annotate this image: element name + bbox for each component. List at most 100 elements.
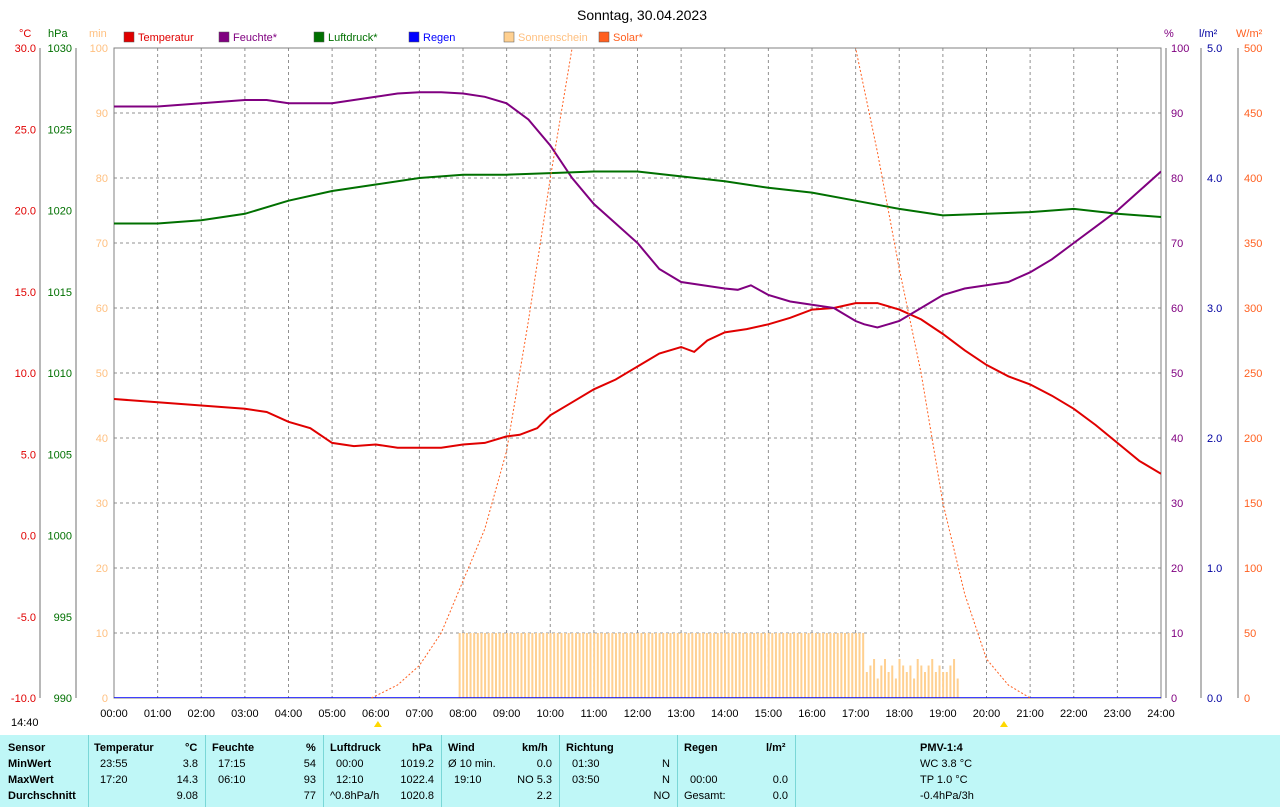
sunshine-bar: [469, 633, 472, 698]
sun-tick-4: 60: [96, 303, 108, 315]
sunshine-bar: [760, 633, 763, 698]
min-dir-val: N: [662, 758, 670, 770]
min-temp-val: 3.8: [182, 758, 198, 770]
current-time-label: 14:40: [11, 717, 39, 729]
min-dir-time: 01:30: [572, 758, 600, 770]
x-tick-3: 03:00: [231, 708, 259, 720]
sunshine-bar: [949, 665, 952, 698]
temp-tick-7: -5.0: [17, 612, 36, 624]
sunshine-bar: [764, 633, 767, 698]
row-avg-label: Durchschnitt: [8, 790, 76, 802]
series-line-luftdruck: [114, 170, 1161, 225]
sunshine-bar: [902, 665, 905, 698]
hum-tick-10: 0: [1171, 693, 1177, 705]
sunshine-bar: [578, 633, 581, 698]
sunshine-bar: [883, 659, 886, 698]
sunshine-bar: [622, 633, 625, 698]
x-tick-13: 13:00: [667, 708, 695, 720]
sunshine-bar: [687, 633, 690, 698]
rain-tick-2: 3.0: [1207, 303, 1222, 315]
rain-total-label: Gesamt:: [684, 790, 726, 802]
max-temp-val: 14.3: [176, 774, 198, 786]
solar-tick-0: 500: [1244, 43, 1262, 55]
sun-tick-3: 70: [96, 238, 108, 250]
hum-unit-label: %: [1164, 28, 1174, 40]
rain-tick-3: 2.0: [1207, 433, 1222, 445]
sunshine-bar: [538, 633, 541, 698]
sunshine-bar: [567, 633, 570, 698]
legend-swatch-3: [408, 31, 420, 43]
sunshine-bar: [647, 633, 650, 698]
x-tick-5: 05:00: [318, 708, 346, 720]
sunshine-bar: [880, 665, 883, 698]
series-line-solar: [371, 48, 1031, 698]
max-dir-val: N: [662, 774, 670, 786]
press-tick-8: 990: [54, 693, 72, 705]
sunshine-bar: [593, 633, 596, 698]
solar-tick-6: 200: [1244, 433, 1262, 445]
header-wind: Wind: [448, 742, 475, 754]
sunshine-bar: [524, 633, 527, 698]
sunshine-bar: [658, 633, 661, 698]
hum-tick-9: 10: [1171, 628, 1183, 640]
sunshine-bar: [887, 672, 890, 698]
legend-swatch-4: [503, 31, 515, 43]
sunshine-bar: [571, 633, 574, 698]
sunshine-bar: [945, 672, 948, 698]
sunshine-bar: [560, 633, 563, 698]
x-tick-1: 01:00: [144, 708, 172, 720]
sunshine-bar: [513, 633, 516, 698]
sunshine-bars: [458, 633, 959, 698]
sunshine-bar: [843, 633, 846, 698]
sunshine-bar: [640, 633, 643, 698]
hum-tick-3: 70: [1171, 238, 1183, 250]
sunshine-bar: [836, 633, 839, 698]
header-hum: Feuchte: [212, 742, 255, 754]
pmv-wc: WC 3.8 °C: [920, 758, 973, 770]
sunshine-bar: [920, 665, 923, 698]
sunshine-bar: [916, 659, 919, 698]
solar-tick-5: 250: [1244, 368, 1262, 380]
rain-total-val: 0.0: [772, 790, 788, 802]
sunshine-bar: [829, 633, 832, 698]
chart-title: Sonntag, 30.04.2023: [577, 7, 707, 23]
series-lines: [114, 48, 1161, 698]
x-tick-labels: 00:00 01:00 02:00 03:00 04:00 05:00 06:00 07:00…: [100, 708, 1175, 727]
solar-tick-4: 300: [1244, 303, 1262, 315]
sunshine-bar: [742, 633, 745, 698]
sunshine-bar: [600, 633, 603, 698]
sunshine-bar: [494, 633, 497, 698]
sun-tick-5: 50: [96, 368, 108, 380]
x-tick-16: 16:00: [798, 708, 826, 720]
sunshine-bar: [629, 633, 632, 698]
sunshine-bar: [516, 633, 519, 698]
sunshine-bar: [756, 633, 759, 698]
sunshine-bar: [800, 633, 803, 698]
sun-tick-1: 90: [96, 108, 108, 120]
press-tick-2: 1020: [48, 206, 72, 218]
sunshine-bar: [673, 633, 676, 698]
hum-tick-6: 40: [1171, 433, 1183, 445]
max-wind-val: NO 5.3: [517, 774, 552, 786]
sunshine-bar: [905, 672, 908, 698]
sunshine-bar: [476, 633, 479, 698]
max-press-val: 1022.4: [400, 774, 434, 786]
row-max-label: MaxWert: [8, 774, 54, 786]
sunshine-bar: [851, 633, 854, 698]
sunshine-bar: [676, 633, 679, 698]
sun-tick-8: 20: [96, 563, 108, 575]
sunshine-bar: [767, 633, 770, 698]
sunshine-bar: [534, 633, 537, 698]
sunshine-bar: [553, 633, 556, 698]
sunshine-bar: [487, 633, 490, 698]
rain-unit-label: l/m²: [1199, 28, 1218, 40]
sunshine-bar: [825, 633, 828, 698]
legend-label-2: Luftdruck*: [328, 32, 378, 44]
sunshine-bar: [847, 633, 850, 698]
x-tick-19: 19:00: [929, 708, 957, 720]
x-tick-7: 07:00: [406, 708, 434, 720]
sunshine-bar: [869, 665, 872, 698]
temp-unit-label: °C: [19, 28, 31, 40]
sunshine-bar: [611, 633, 614, 698]
sunshine-bar: [545, 633, 548, 698]
